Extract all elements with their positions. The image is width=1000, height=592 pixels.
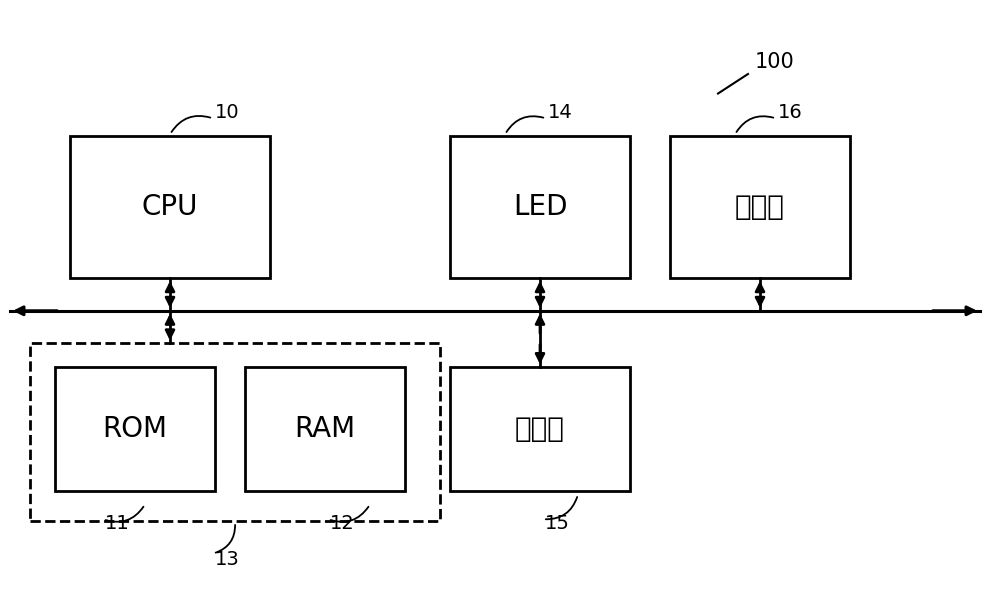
Text: 15: 15	[545, 514, 570, 533]
Bar	[450, 136, 630, 278]
Text: 10: 10	[215, 103, 240, 122]
Text: 100: 100	[755, 52, 795, 72]
Bar	[245, 367, 405, 491]
Text: 13: 13	[215, 550, 240, 569]
Bar	[450, 367, 630, 491]
Text: 操作部: 操作部	[515, 415, 565, 443]
Bar	[70, 136, 270, 278]
Bar	[670, 136, 850, 278]
Bar	[55, 367, 215, 491]
Text: 16: 16	[778, 103, 803, 122]
Text: 11: 11	[105, 514, 130, 533]
Bar	[30, 343, 440, 521]
Text: LED: LED	[513, 193, 567, 221]
Text: 12: 12	[330, 514, 355, 533]
Text: 14: 14	[548, 103, 573, 122]
Text: RAM: RAM	[294, 415, 356, 443]
Text: 通信部: 通信部	[735, 193, 785, 221]
Text: ROM: ROM	[103, 415, 168, 443]
Text: CPU: CPU	[142, 193, 198, 221]
